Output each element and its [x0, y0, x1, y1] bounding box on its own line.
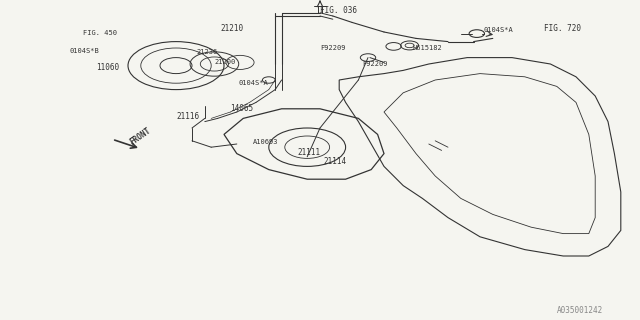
Text: F92209: F92209 — [320, 45, 346, 51]
Text: 21114: 21114 — [323, 157, 346, 166]
Text: FIG. 036: FIG. 036 — [320, 6, 357, 15]
Text: 21200: 21200 — [214, 60, 236, 65]
Text: 11060: 11060 — [96, 63, 119, 72]
Text: 0104S*A: 0104S*A — [483, 28, 513, 33]
Text: 21116: 21116 — [176, 112, 199, 121]
Text: 0104S*B: 0104S*B — [69, 48, 99, 54]
Text: 14065: 14065 — [230, 104, 253, 113]
Text: A10693: A10693 — [253, 140, 278, 145]
Text: FIG. 450: FIG. 450 — [83, 30, 117, 36]
Text: F92209: F92209 — [362, 61, 388, 67]
Text: H615182: H615182 — [413, 45, 442, 51]
Text: FIG. 720: FIG. 720 — [544, 24, 581, 33]
Text: 0104S*A: 0104S*A — [239, 80, 268, 86]
Text: 21210: 21210 — [221, 24, 244, 33]
Text: 21236: 21236 — [196, 49, 218, 55]
Text: FRONT: FRONT — [128, 126, 152, 147]
Text: A035001242: A035001242 — [557, 306, 603, 315]
Text: 21111: 21111 — [298, 148, 321, 156]
